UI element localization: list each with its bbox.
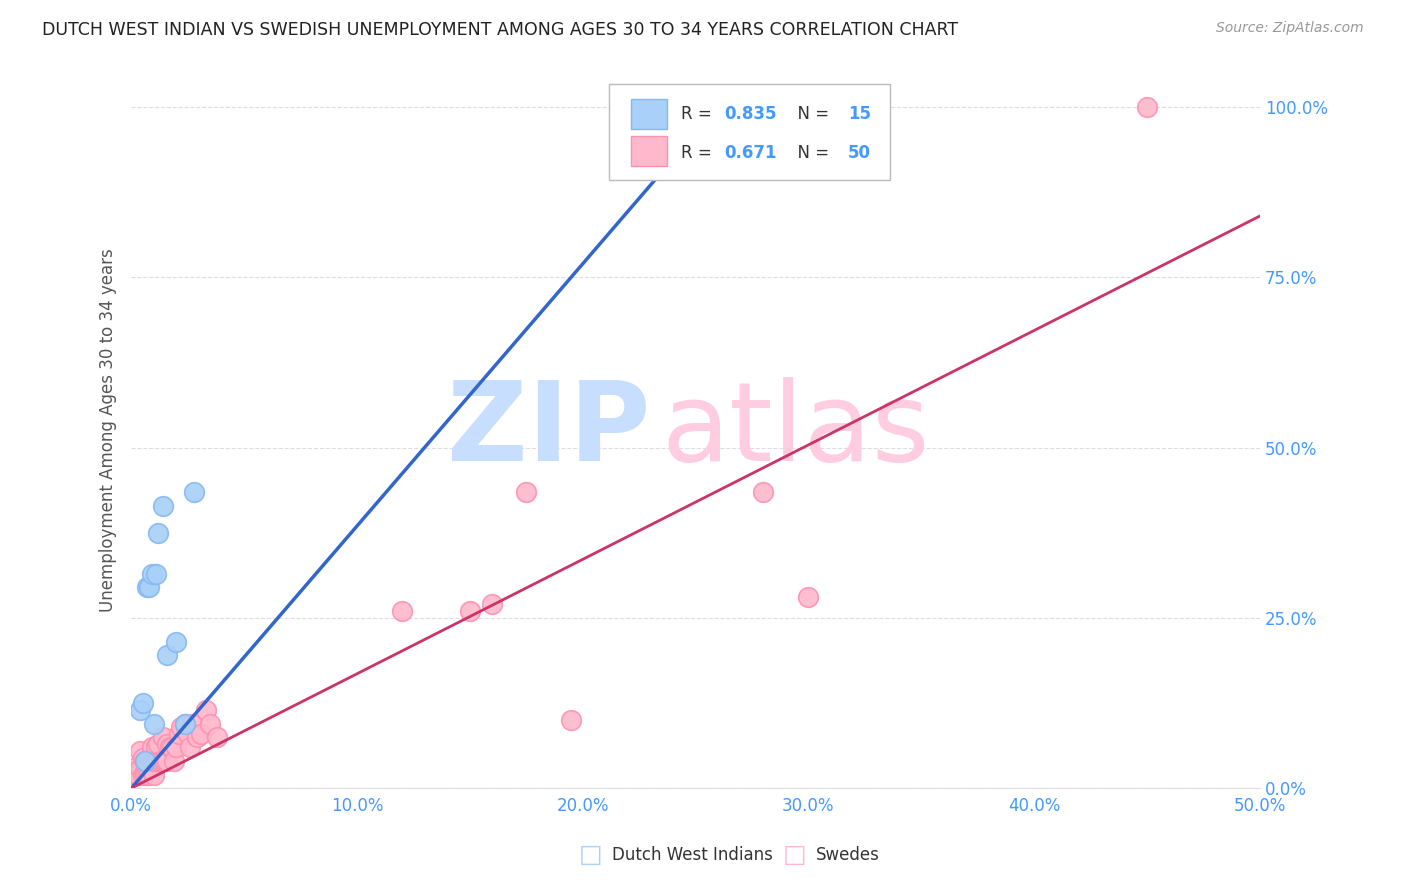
Text: N =: N = — [787, 104, 834, 123]
Text: R =: R = — [681, 104, 717, 123]
Point — [145, 740, 167, 755]
FancyBboxPatch shape — [631, 99, 668, 128]
Point — [138, 750, 160, 764]
Point — [138, 767, 160, 781]
Point — [148, 754, 170, 768]
Point — [163, 754, 186, 768]
Point — [134, 767, 156, 781]
Point — [136, 754, 159, 768]
Point — [134, 754, 156, 768]
Point — [165, 740, 187, 755]
Point — [129, 703, 152, 717]
Point — [170, 720, 193, 734]
Point — [141, 566, 163, 581]
Point — [458, 604, 481, 618]
Text: Dutch West Indians: Dutch West Indians — [612, 846, 772, 863]
Point — [179, 740, 201, 755]
Point — [183, 484, 205, 499]
Point — [194, 703, 217, 717]
Point — [515, 484, 537, 499]
Point — [205, 730, 228, 744]
Text: 15: 15 — [848, 104, 870, 123]
Point — [167, 727, 190, 741]
Point — [200, 716, 222, 731]
Point — [145, 566, 167, 581]
Point — [152, 730, 174, 744]
Point — [160, 740, 183, 755]
Point — [142, 716, 165, 731]
Point — [181, 716, 204, 731]
Point — [142, 767, 165, 781]
Text: N =: N = — [787, 145, 834, 162]
Text: 50: 50 — [848, 145, 870, 162]
Text: 0.671: 0.671 — [724, 145, 776, 162]
Text: R =: R = — [681, 145, 717, 162]
Point — [152, 499, 174, 513]
Point — [129, 761, 152, 775]
Point — [148, 737, 170, 751]
Point — [186, 730, 208, 744]
Point — [391, 604, 413, 618]
Point — [156, 737, 179, 751]
Point — [156, 648, 179, 663]
Text: Swedes: Swedes — [815, 846, 879, 863]
Point — [136, 580, 159, 594]
Point — [129, 744, 152, 758]
Point — [159, 740, 181, 755]
Point — [752, 484, 775, 499]
Text: Source: ZipAtlas.com: Source: ZipAtlas.com — [1216, 21, 1364, 35]
Point — [662, 100, 685, 114]
Point — [134, 754, 156, 768]
Point — [138, 580, 160, 594]
Point — [141, 754, 163, 768]
Point — [125, 767, 148, 781]
Text: 0.835: 0.835 — [724, 104, 776, 123]
Point — [131, 750, 153, 764]
Point — [149, 754, 172, 768]
Point — [131, 767, 153, 781]
Point — [142, 754, 165, 768]
Point — [190, 727, 212, 741]
Point — [165, 634, 187, 648]
Text: ZIP: ZIP — [447, 377, 651, 484]
Point — [1136, 100, 1159, 114]
Point — [174, 716, 197, 731]
Point — [174, 716, 197, 731]
FancyBboxPatch shape — [609, 84, 890, 179]
Point — [141, 740, 163, 755]
Point — [156, 754, 179, 768]
Point — [145, 754, 167, 768]
Text: DUTCH WEST INDIAN VS SWEDISH UNEMPLOYMENT AMONG AGES 30 TO 34 YEARS CORRELATION : DUTCH WEST INDIAN VS SWEDISH UNEMPLOYMEN… — [42, 21, 959, 38]
Y-axis label: Unemployment Among Ages 30 to 34 years: Unemployment Among Ages 30 to 34 years — [100, 249, 117, 613]
Point — [152, 754, 174, 768]
Point — [560, 713, 582, 727]
Point — [148, 525, 170, 540]
Point — [122, 761, 145, 775]
Point — [176, 727, 198, 741]
Point — [153, 754, 176, 768]
Point — [136, 767, 159, 781]
Text: □: □ — [783, 843, 806, 866]
Point — [797, 591, 820, 605]
Point — [127, 767, 149, 781]
Point — [131, 696, 153, 710]
Text: □: □ — [579, 843, 602, 866]
FancyBboxPatch shape — [631, 136, 668, 166]
Point — [481, 597, 503, 611]
Text: atlas: atlas — [662, 377, 931, 484]
